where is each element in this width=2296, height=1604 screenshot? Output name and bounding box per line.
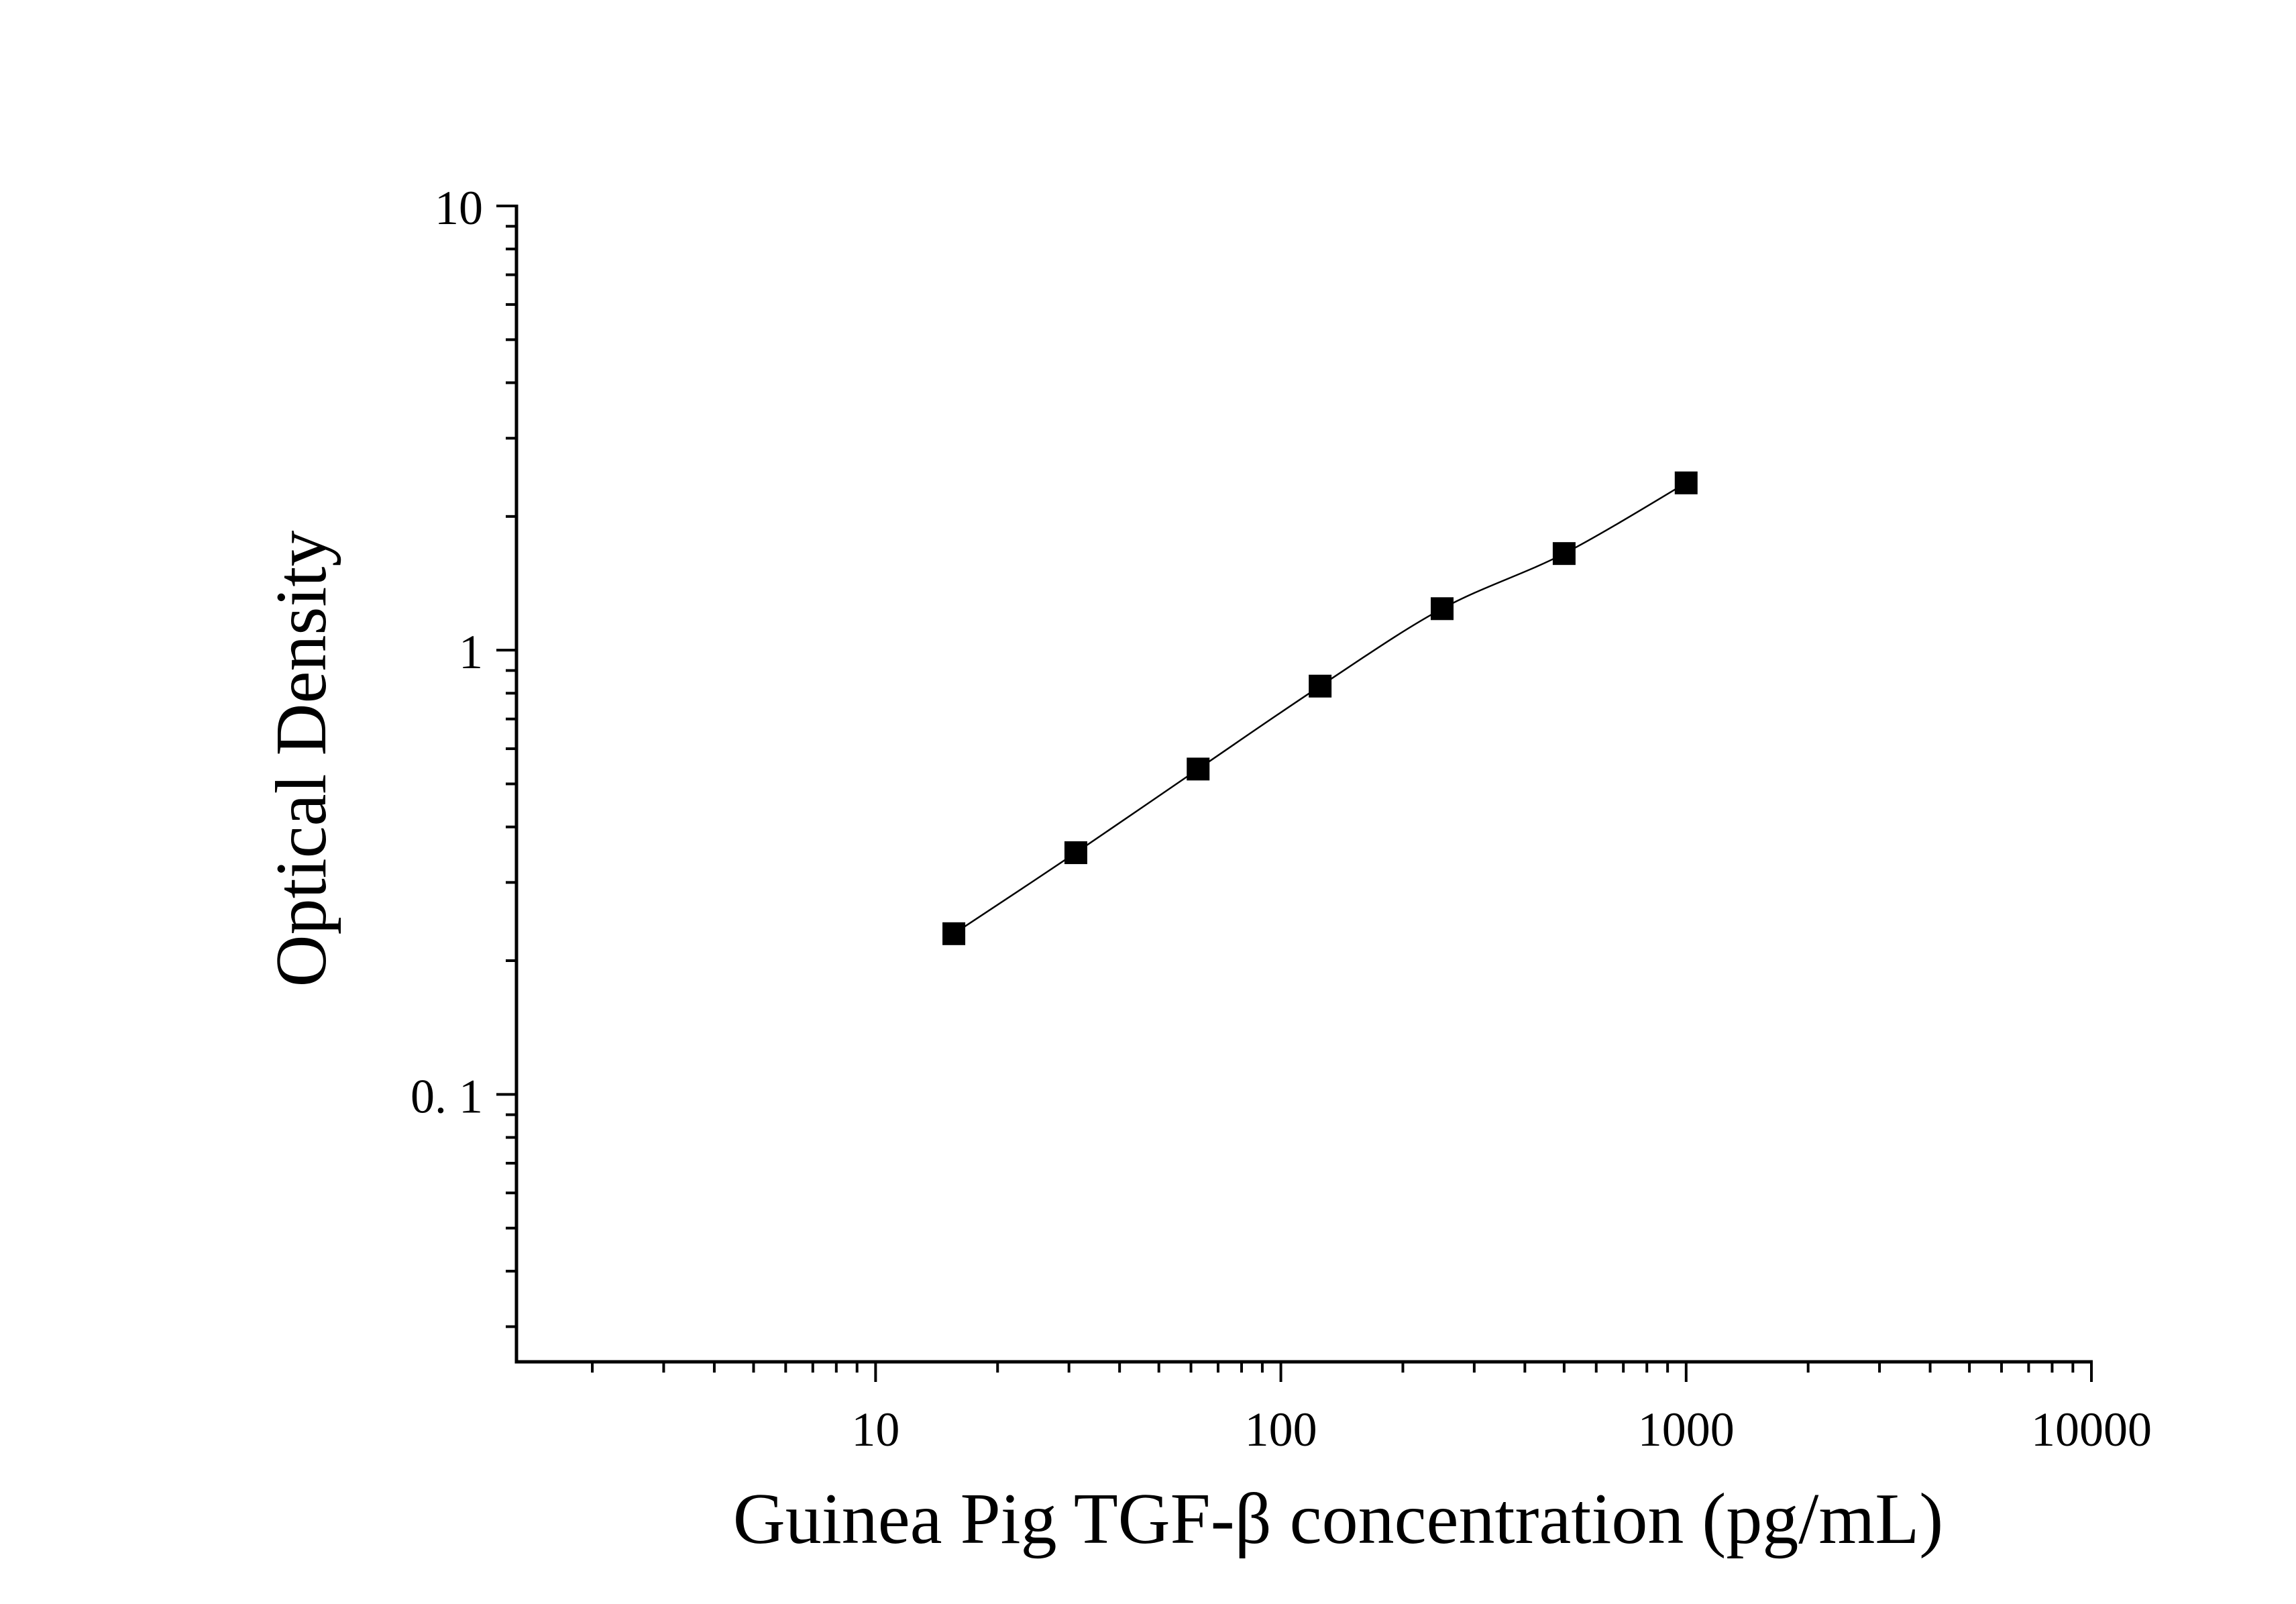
axes — [514, 205, 2093, 1364]
data-point-marker — [1187, 757, 1210, 781]
x-axis-ticks: 10 100 1000 10000 — [591, 1362, 2152, 1456]
x-tick-label: 100 — [1245, 1403, 1317, 1456]
x-tick-label: 1000 — [1638, 1403, 1735, 1456]
data-point-marker — [942, 922, 966, 945]
y-axis-ticks: 0. 1 1 10 — [411, 181, 516, 1328]
data-point-marker — [1309, 674, 1332, 698]
data-point-marker — [1674, 471, 1698, 494]
y-tick-label: 10 — [435, 181, 483, 235]
plot-area — [942, 471, 1698, 945]
x-axis-title: Guinea Pig TGF-β concentration (pg/mL) — [733, 1479, 1944, 1559]
data-point-marker — [1064, 841, 1087, 865]
x-tick-label: 10 — [851, 1403, 899, 1456]
y-axis-title: Optical Density — [262, 531, 341, 987]
x-tick-label: 10000 — [2031, 1403, 2152, 1456]
y-tick-label: 0. 1 — [411, 1069, 483, 1123]
data-point-marker — [1431, 597, 1454, 621]
data-point-marker — [1552, 542, 1576, 566]
fit-curve — [953, 482, 1687, 934]
y-tick-label: 1 — [459, 625, 483, 679]
